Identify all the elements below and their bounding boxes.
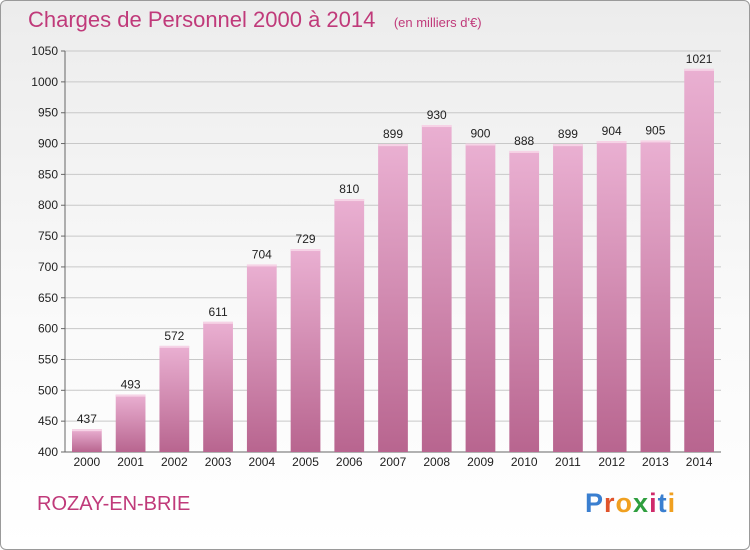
y-tick-label: 1050 [31, 44, 58, 58]
y-tick-label: 900 [38, 137, 58, 151]
brand-letter: i [649, 488, 658, 518]
y-tick-label: 650 [38, 291, 58, 305]
y-tick-label: 400 [38, 445, 58, 459]
brand-logo: Proxiti [585, 488, 676, 519]
y-tick-label: 450 [38, 414, 58, 428]
bar-top-highlight [421, 125, 452, 128]
bar-top-highlight [203, 321, 233, 324]
bar-top-highlight [596, 141, 627, 144]
data-label: 930 [427, 108, 447, 122]
x-tick-label: 2000 [74, 455, 101, 469]
brand-letter: o [615, 488, 634, 518]
bar-top-highlight [115, 394, 146, 397]
y-tick-label: 600 [38, 322, 58, 336]
data-label: 899 [558, 127, 578, 141]
brand-letter: r [604, 488, 616, 518]
bar [203, 321, 233, 452]
bar-top-highlight [290, 249, 321, 252]
data-label: 810 [339, 182, 359, 196]
x-tick-label: 2010 [511, 455, 538, 469]
bar [509, 150, 540, 453]
data-label: 704 [252, 247, 272, 261]
bar [71, 429, 102, 452]
x-tick-label: 2008 [423, 455, 450, 469]
bar [246, 264, 277, 452]
x-tick-label: 2005 [292, 455, 319, 469]
bar-top-highlight [334, 199, 365, 202]
y-tick-label: 750 [38, 229, 58, 243]
bar [378, 144, 408, 452]
bar [640, 140, 671, 452]
title-text: Charges de Personnel 2000 à 2014 [28, 7, 376, 32]
bar [421, 125, 452, 453]
location-name: ROZAY-EN-BRIE [37, 493, 191, 515]
bar-top-highlight [640, 140, 671, 143]
x-tick-label: 2013 [642, 455, 669, 469]
brand-letter: x [633, 488, 650, 518]
bar-top-highlight [465, 143, 496, 146]
bar-top-highlight [684, 68, 715, 71]
x-tick-label: 2006 [336, 455, 363, 469]
bar-top-highlight [553, 144, 583, 147]
x-tick-label: 2004 [248, 455, 275, 469]
brand-letter: i [667, 488, 677, 518]
bar-top-highlight [509, 150, 540, 153]
y-tick-label: 1000 [31, 75, 58, 89]
data-label: 493 [121, 378, 141, 392]
x-tick-label: 2007 [380, 455, 407, 469]
bar [684, 68, 715, 452]
data-label: 729 [296, 232, 316, 246]
brand-letter: t [657, 488, 668, 518]
data-label: 904 [602, 124, 622, 138]
x-tick-label: 2014 [686, 455, 713, 469]
y-tick-label: 500 [38, 383, 58, 397]
chart-title: Charges de Personnel 2000 à 2014 (en mil… [28, 7, 482, 33]
x-tick-label: 2001 [117, 455, 144, 469]
bar-top-highlight [71, 429, 102, 432]
x-tick-label: 2012 [598, 455, 625, 469]
x-tick-label: 2009 [467, 455, 494, 469]
bar-top-highlight [159, 345, 190, 348]
bar-top-highlight [378, 144, 408, 147]
y-tick-label: 800 [38, 198, 58, 212]
data-label: 900 [470, 127, 490, 141]
bar [596, 141, 627, 452]
data-label: 572 [164, 329, 184, 343]
data-label: 611 [208, 305, 227, 319]
y-tick-label: 700 [38, 260, 58, 274]
data-label: 1021 [686, 52, 713, 66]
data-label: 899 [383, 127, 403, 141]
subtitle-text: (en milliers d'€) [393, 15, 482, 30]
data-label: 888 [514, 134, 534, 148]
data-label: 437 [77, 412, 97, 426]
data-label: 905 [645, 123, 665, 137]
bar [465, 143, 496, 453]
bar-top-highlight [246, 264, 277, 267]
brand-letter: P [585, 488, 605, 518]
bar [290, 249, 321, 452]
y-tick-label: 850 [38, 167, 58, 181]
bar [553, 144, 583, 452]
x-tick-label: 2003 [205, 455, 232, 469]
bar [115, 394, 146, 452]
y-tick-label: 950 [38, 106, 58, 120]
bar [334, 199, 365, 452]
y-tick-label: 550 [38, 352, 58, 366]
x-tick-label: 2002 [161, 455, 188, 469]
x-tick-label: 2011 [555, 455, 581, 469]
bar [159, 345, 190, 452]
